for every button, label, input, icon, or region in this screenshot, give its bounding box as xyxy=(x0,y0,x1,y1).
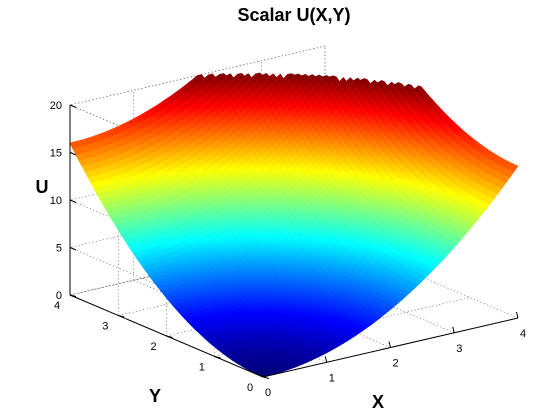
x-tick-mark xyxy=(388,341,391,348)
x-tick-mark xyxy=(324,356,328,363)
z-tick-mark xyxy=(69,294,77,298)
z-tick-label: 20 xyxy=(50,100,62,112)
box-edge-back xyxy=(69,235,326,296)
z-tick-mark xyxy=(69,199,77,203)
z-tick-mark xyxy=(69,152,77,156)
x-tick-mark xyxy=(261,370,264,378)
z-tick-mark xyxy=(69,247,77,251)
y-tick-label: 2 xyxy=(150,341,156,353)
z-tick-label: 15 xyxy=(50,148,62,160)
x-tick-label: 0 xyxy=(265,387,271,399)
z-axis-label: U xyxy=(36,177,49,197)
y-tick-label: 3 xyxy=(102,321,108,333)
gridline-y xyxy=(118,256,374,316)
surface xyxy=(69,72,519,378)
axes-box-front xyxy=(69,104,519,379)
box-edge-back xyxy=(69,45,326,106)
y-tick-mark xyxy=(118,315,125,318)
z-tick-label: 5 xyxy=(56,243,62,255)
y-tick-mark xyxy=(214,356,221,359)
y-tick-label: 1 xyxy=(199,362,205,374)
x-tick-mark xyxy=(452,326,455,333)
y-tick-label: 4 xyxy=(54,300,60,312)
z-tick-label: 0 xyxy=(56,290,62,302)
x-tick-label: 1 xyxy=(329,372,335,384)
x-tick-mark xyxy=(516,311,519,319)
y-tick-label: 0 xyxy=(247,382,253,394)
y-tick-mark xyxy=(166,335,173,338)
x-axis-label: X xyxy=(372,392,384,412)
x-tick-label: 4 xyxy=(520,328,526,340)
chart-title: Scalar U(X,Y) xyxy=(237,5,350,25)
x-tick-label: 3 xyxy=(456,343,462,355)
y-axis-label: Y xyxy=(149,386,161,406)
z-tick-label: 10 xyxy=(50,195,62,207)
surface-cell xyxy=(510,164,519,172)
y-tick-mark xyxy=(262,376,270,379)
z-tick-mark xyxy=(69,104,77,108)
x-tick-label: 2 xyxy=(392,358,398,370)
